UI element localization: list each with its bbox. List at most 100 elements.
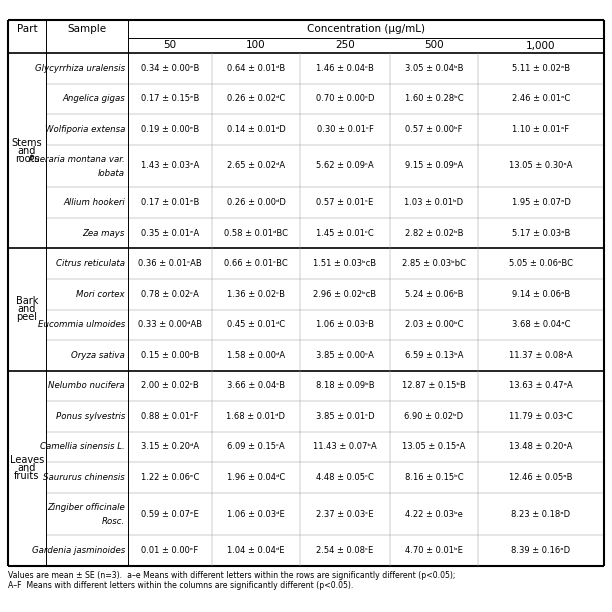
Text: Concentration (μg/mL): Concentration (μg/mL) [307, 24, 425, 34]
Text: Nelumbo nucifera: Nelumbo nucifera [48, 381, 125, 390]
Text: 1.46 ± 0.04ᶜB: 1.46 ± 0.04ᶜB [316, 64, 374, 73]
Text: 5.24 ± 0.06ᵇB: 5.24 ± 0.06ᵇB [405, 289, 463, 299]
Text: A–F  Means with different letters within the columns are significantly different: A–F Means with different letters within … [8, 581, 353, 590]
Text: 2.65 ± 0.02ᵈA: 2.65 ± 0.02ᵈA [227, 162, 285, 171]
Text: 4.48 ± 0.05ᶜC: 4.48 ± 0.05ᶜC [316, 473, 374, 482]
Text: 0.36 ± 0.01ᶜAB: 0.36 ± 0.01ᶜAB [138, 259, 202, 268]
Text: 3.85 ± 0.01ᶜD: 3.85 ± 0.01ᶜD [316, 412, 375, 421]
Text: 2.54 ± 0.08ᶜE: 2.54 ± 0.08ᶜE [316, 547, 373, 555]
Text: 5.17 ± 0.03ᵃB: 5.17 ± 0.03ᵃB [512, 229, 570, 237]
Text: 5.05 ± 0.06ᵃBC: 5.05 ± 0.06ᵃBC [509, 259, 573, 268]
Text: 0.33 ± 0.00ᵈAB: 0.33 ± 0.00ᵈAB [138, 320, 202, 329]
Text: Zea mays: Zea mays [83, 229, 125, 237]
Text: 8.39 ± 0.16ᵃD: 8.39 ± 0.16ᵃD [512, 547, 570, 555]
Text: 0.34 ± 0.00ᵉB: 0.34 ± 0.00ᵉB [141, 64, 199, 73]
Text: 8.23 ± 0.18ᵃD: 8.23 ± 0.18ᵃD [512, 510, 570, 518]
Text: 3.66 ± 0.04ᶜB: 3.66 ± 0.04ᶜB [227, 381, 285, 390]
Text: fruits: fruits [14, 471, 40, 481]
Text: 4.22 ± 0.03ᵇe: 4.22 ± 0.03ᵇe [405, 510, 463, 518]
Text: 0.17 ± 0.01ᵉB: 0.17 ± 0.01ᵉB [141, 198, 199, 207]
Text: 6.09 ± 0.15ᶜA: 6.09 ± 0.15ᶜA [227, 442, 285, 452]
Text: 12.87 ± 0.15ᵇB: 12.87 ± 0.15ᵇB [402, 381, 466, 390]
Text: 3.85 ± 0.00ᶜA: 3.85 ± 0.00ᶜA [316, 351, 374, 360]
Text: 13.05 ± 0.30ᵃA: 13.05 ± 0.30ᵃA [509, 162, 573, 171]
Text: 0.78 ± 0.02ᶜA: 0.78 ± 0.02ᶜA [141, 289, 199, 299]
Text: 2.96 ± 0.02ᵇcB: 2.96 ± 0.02ᵇcB [313, 289, 376, 299]
Text: 2.03 ± 0.00ᵇC: 2.03 ± 0.00ᵇC [405, 320, 463, 329]
Text: 0.70 ± 0.00ᶜD: 0.70 ± 0.00ᶜD [316, 94, 375, 103]
Text: 0.57 ± 0.01ᶜE: 0.57 ± 0.01ᶜE [316, 198, 373, 207]
Text: Citrus reticulata: Citrus reticulata [56, 259, 125, 268]
Text: 13.63 ± 0.47ᵃA: 13.63 ± 0.47ᵃA [509, 381, 573, 390]
Text: 250: 250 [335, 40, 355, 51]
Text: 4.70 ± 0.01ᵇE: 4.70 ± 0.01ᵇE [405, 547, 463, 555]
Text: 1.36 ± 0.02ᶜB: 1.36 ± 0.02ᶜB [227, 289, 285, 299]
Text: Allium hookeri: Allium hookeri [63, 198, 125, 207]
Text: Sample: Sample [67, 24, 106, 34]
Text: 1.96 ± 0.04ᵈC: 1.96 ± 0.04ᵈC [227, 473, 285, 482]
Text: 2.46 ± 0.01ᵃC: 2.46 ± 0.01ᵃC [512, 94, 570, 103]
Text: 1.04 ± 0.04ᵈE: 1.04 ± 0.04ᵈE [227, 547, 285, 555]
Text: Glycyrrhiza uralensis: Glycyrrhiza uralensis [35, 64, 125, 73]
Text: 0.66 ± 0.01ᶜBC: 0.66 ± 0.01ᶜBC [224, 259, 288, 268]
Text: Rosc.: Rosc. [102, 517, 125, 526]
Text: Eucommia ulmoides: Eucommia ulmoides [38, 320, 125, 329]
Text: Saururus chinensis: Saururus chinensis [43, 473, 125, 482]
Text: Mori cortex: Mori cortex [76, 289, 125, 299]
Text: 8.16 ± 0.15ᵇC: 8.16 ± 0.15ᵇC [405, 473, 463, 482]
Text: Bark: Bark [16, 296, 38, 307]
Text: 0.59 ± 0.07ᵉE: 0.59 ± 0.07ᵉE [141, 510, 199, 518]
Text: 12.46 ± 0.05ᵃB: 12.46 ± 0.05ᵃB [509, 473, 573, 482]
Text: 1,000: 1,000 [526, 40, 556, 51]
Text: Part: Part [17, 24, 37, 34]
Text: 11.37 ± 0.08ᵃA: 11.37 ± 0.08ᵃA [509, 351, 573, 360]
Text: 0.26 ± 0.02ᵈC: 0.26 ± 0.02ᵈC [227, 94, 285, 103]
Text: 0.30 ± 0.01ᶜF: 0.30 ± 0.01ᶜF [316, 125, 373, 134]
Text: 6.90 ± 0.02ᵇD: 6.90 ± 0.02ᵇD [405, 412, 463, 421]
Text: Pueraria montana var.: Pueraria montana var. [29, 155, 125, 163]
Text: 3.05 ± 0.04ᵇB: 3.05 ± 0.04ᵇB [405, 64, 463, 73]
Text: 2.37 ± 0.03ᶜE: 2.37 ± 0.03ᶜE [316, 510, 374, 518]
Text: Gardenia jasminoides: Gardenia jasminoides [32, 547, 125, 555]
Text: Angelica gigas: Angelica gigas [62, 94, 125, 103]
Text: Wolfiporia extensa: Wolfiporia extensa [45, 125, 125, 134]
Text: 1.10 ± 0.01ᵃF: 1.10 ± 0.01ᵃF [512, 125, 570, 134]
Text: 1.51 ± 0.03ᵇcB: 1.51 ± 0.03ᵇcB [313, 259, 376, 268]
Text: peel: peel [17, 313, 37, 323]
Text: Stems: Stems [12, 138, 42, 147]
Text: 9.14 ± 0.06ᵃB: 9.14 ± 0.06ᵃB [512, 289, 570, 299]
Text: Camellia sinensis L.: Camellia sinensis L. [40, 442, 125, 452]
Text: Leaves: Leaves [10, 455, 44, 465]
Text: 11.79 ± 0.03ᵃC: 11.79 ± 0.03ᵃC [509, 412, 573, 421]
Text: 13.05 ± 0.15ᵃA: 13.05 ± 0.15ᵃA [402, 442, 466, 452]
Text: 0.35 ± 0.01ᵉA: 0.35 ± 0.01ᵉA [141, 229, 199, 237]
Text: 1.95 ± 0.07ᵃD: 1.95 ± 0.07ᵃD [512, 198, 570, 207]
Text: Ponus sylvestris: Ponus sylvestris [56, 412, 125, 421]
Text: Values are mean ± SE (n=3).  a–e Means with different letters within the rows ar: Values are mean ± SE (n=3). a–e Means wi… [8, 571, 455, 580]
Text: 0.14 ± 0.01ᵈD: 0.14 ± 0.01ᵈD [226, 125, 285, 134]
Text: 100: 100 [246, 40, 266, 51]
Text: lobata: lobata [98, 169, 125, 178]
Text: Oryza sativa: Oryza sativa [71, 351, 125, 360]
Text: 0.57 ± 0.00ᵇF: 0.57 ± 0.00ᵇF [405, 125, 463, 134]
Text: 0.15 ± 0.00ᵉB: 0.15 ± 0.00ᵉB [141, 351, 199, 360]
Text: 5.62 ± 0.09ᶜA: 5.62 ± 0.09ᶜA [316, 162, 374, 171]
Text: 8.18 ± 0.09ᵇB: 8.18 ± 0.09ᵇB [316, 381, 375, 390]
Text: 11.43 ± 0.07ᵇA: 11.43 ± 0.07ᵇA [313, 442, 377, 452]
Text: 2.00 ± 0.02ᶜB: 2.00 ± 0.02ᶜB [141, 381, 199, 390]
Text: roots: roots [15, 154, 39, 164]
Text: 0.01 ± 0.00ᵉF: 0.01 ± 0.00ᵉF [141, 547, 199, 555]
Text: and: and [18, 146, 36, 155]
Text: 1.06 ± 0.03ᶜB: 1.06 ± 0.03ᶜB [316, 320, 374, 329]
Text: 0.26 ± 0.00ᵈD: 0.26 ± 0.00ᵈD [226, 198, 285, 207]
Text: 9.15 ± 0.09ᵇA: 9.15 ± 0.09ᵇA [405, 162, 463, 171]
Text: 3.15 ± 0.20ᵈA: 3.15 ± 0.20ᵈA [141, 442, 199, 452]
Text: 2.82 ± 0.02ᵇB: 2.82 ± 0.02ᵇB [405, 229, 463, 237]
Text: 0.45 ± 0.01ᵈC: 0.45 ± 0.01ᵈC [227, 320, 285, 329]
Text: 5.11 ± 0.02ᵃB: 5.11 ± 0.02ᵃB [512, 64, 570, 73]
Text: 3.68 ± 0.04ᵃC: 3.68 ± 0.04ᵃC [512, 320, 570, 329]
Text: and: and [18, 305, 36, 315]
Text: 0.58 ± 0.01ᵈBC: 0.58 ± 0.01ᵈBC [224, 229, 288, 237]
Text: 1.22 ± 0.06ᵉC: 1.22 ± 0.06ᵉC [141, 473, 199, 482]
Text: 13.48 ± 0.20ᵃA: 13.48 ± 0.20ᵃA [509, 442, 573, 452]
